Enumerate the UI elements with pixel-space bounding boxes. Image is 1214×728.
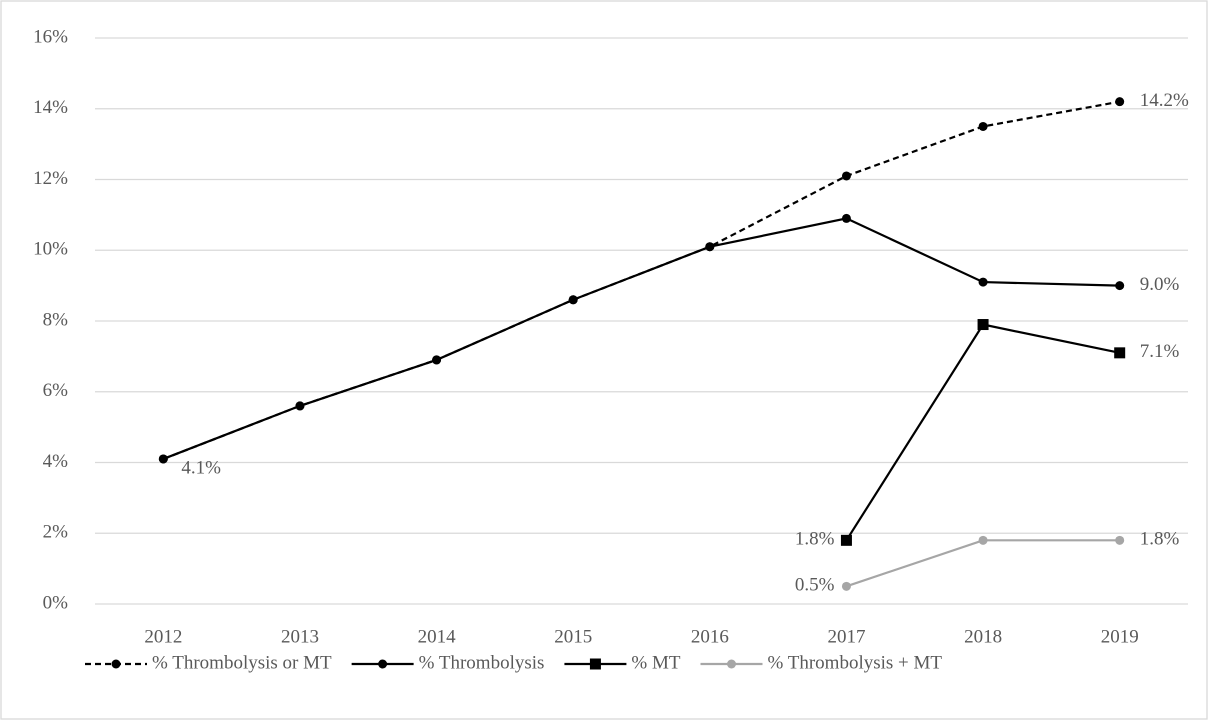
legend-label: % Thrombolysis	[419, 652, 545, 673]
y-tick-label: 8%	[43, 309, 69, 330]
data-point	[977, 319, 989, 331]
data-point	[841, 213, 851, 223]
data-label: 14.2%	[1140, 90, 1189, 111]
x-tick-label: 2013	[281, 626, 319, 647]
y-tick-label: 4%	[43, 451, 69, 472]
legend-item: % Thrombolysis	[351, 652, 545, 673]
y-tick-label: 10%	[33, 239, 68, 260]
x-tick-label: 2015	[554, 626, 592, 647]
data-point	[158, 454, 168, 464]
y-tick-label: 0%	[43, 592, 69, 613]
y-tick-label: 14%	[33, 97, 68, 118]
legend-marker	[727, 659, 736, 669]
legend-label: % Thrombolysis or MT	[152, 652, 332, 673]
legend-marker	[111, 659, 121, 669]
data-label: 9.0%	[1140, 274, 1180, 295]
legend-marker	[378, 659, 388, 669]
legend-marker	[589, 658, 601, 670]
x-tick-label: 2018	[964, 626, 1002, 647]
y-tick-label: 12%	[33, 168, 68, 189]
x-tick-label: 2012	[144, 626, 182, 647]
data-point	[295, 401, 305, 411]
data-point	[1115, 97, 1125, 107]
y-tick-label: 6%	[43, 380, 69, 401]
data-point	[841, 581, 851, 591]
series-line	[162, 217, 1120, 460]
data-label: 1.8%	[1140, 529, 1180, 550]
data-label: 0.5%	[795, 575, 835, 596]
legend-label: % MT	[631, 652, 680, 673]
data-point	[840, 534, 852, 546]
data-point	[432, 355, 442, 365]
data-point	[1114, 347, 1126, 359]
x-tick-label: 2016	[691, 626, 729, 647]
x-tick-label: 2017	[827, 626, 865, 647]
data-point	[841, 171, 851, 181]
legend-item: % Thrombolysis + MT	[700, 652, 943, 673]
data-label: 1.8%	[795, 529, 835, 550]
data-point	[1115, 281, 1125, 291]
legend-label: % Thrombolysis + MT	[768, 652, 943, 673]
x-tick-label: 2014	[418, 626, 457, 647]
legend-item: % MT	[564, 652, 681, 673]
y-tick-label: 16%	[33, 26, 68, 47]
data-label: 7.1%	[1140, 341, 1180, 362]
legend-item: % Thrombolysis or MT	[85, 652, 332, 673]
data-point	[978, 121, 988, 131]
data-label: 4.1%	[181, 457, 221, 478]
data-point	[978, 277, 988, 287]
data-point	[978, 535, 988, 545]
data-point	[705, 242, 715, 252]
x-tick-label: 2019	[1101, 626, 1139, 647]
data-point	[1115, 535, 1125, 545]
y-tick-label: 2%	[43, 522, 69, 543]
data-point	[568, 295, 578, 305]
